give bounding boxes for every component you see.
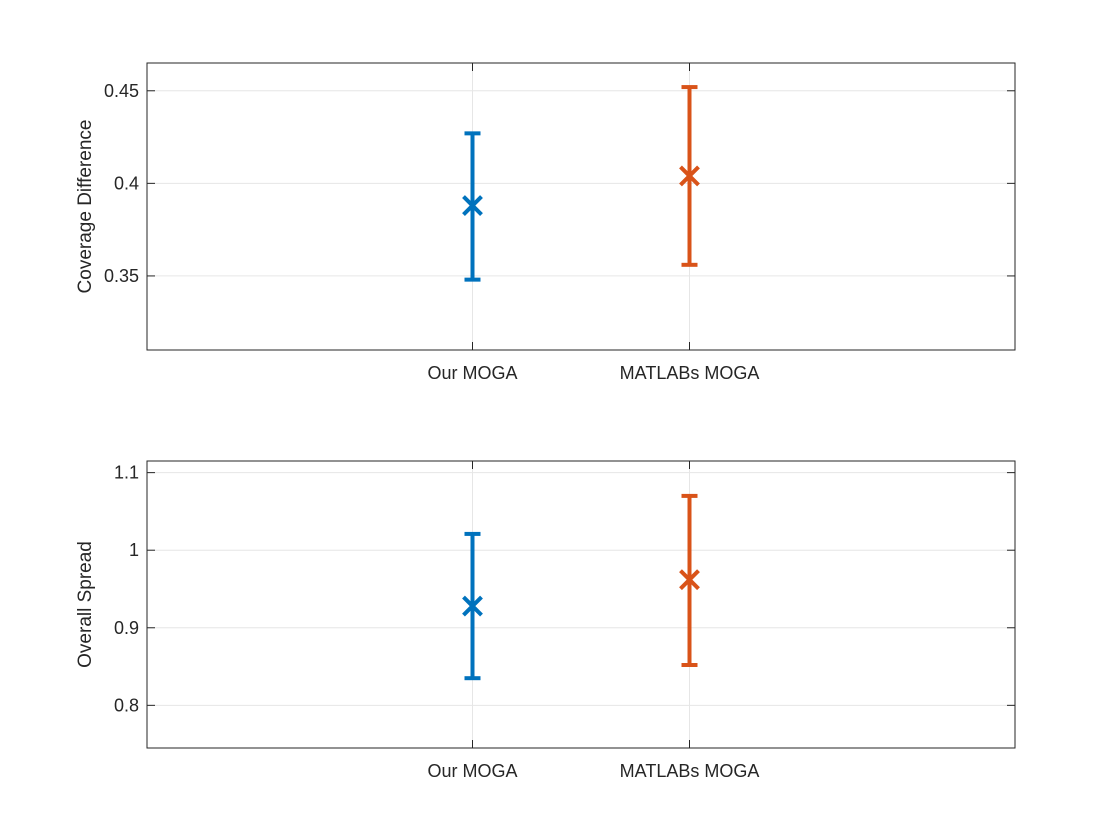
chart-panel-1: 0.35 0.4 0.45 Our MOGA MATLABs MOGA Coverage … — [75, 62, 1016, 383]
y-axis-label: Coverage Difference — [75, 120, 96, 294]
y-tick-label: 0.4 — [114, 173, 139, 193]
mean-marker-stroke — [679, 165, 700, 187]
y-tick-label: 1.1 — [114, 463, 139, 483]
y-axis-label: Overall Spread — [75, 541, 96, 668]
x-tick-label: Our MOGA — [427, 363, 517, 383]
mean-marker — [679, 165, 700, 187]
axes-frame — [146, 62, 1016, 351]
y-tick-label: 0.8 — [114, 695, 139, 715]
x-tick-label: MATLABs MOGA — [620, 363, 760, 383]
mean-marker — [462, 595, 483, 617]
mean-marker — [679, 569, 700, 591]
x-tick-label: MATLABs MOGA — [620, 761, 760, 781]
mean-marker-stroke — [462, 595, 483, 617]
mean-marker-stroke — [679, 569, 700, 591]
y-tick-label: 0.45 — [104, 81, 139, 101]
axes-frame — [146, 460, 1016, 749]
chart-panel-2: 0.8 0.9 1 1.1 Our MOGA MATLABs MOGA Overall Sp… — [75, 460, 1016, 781]
x-tick-label: Our MOGA — [427, 761, 517, 781]
mean-marker-stroke — [462, 195, 483, 216]
y-tick-label: 0.35 — [104, 266, 139, 286]
y-tick-label: 1 — [129, 540, 139, 560]
y-tick-label: 0.9 — [114, 618, 139, 638]
mean-marker — [462, 195, 483, 216]
